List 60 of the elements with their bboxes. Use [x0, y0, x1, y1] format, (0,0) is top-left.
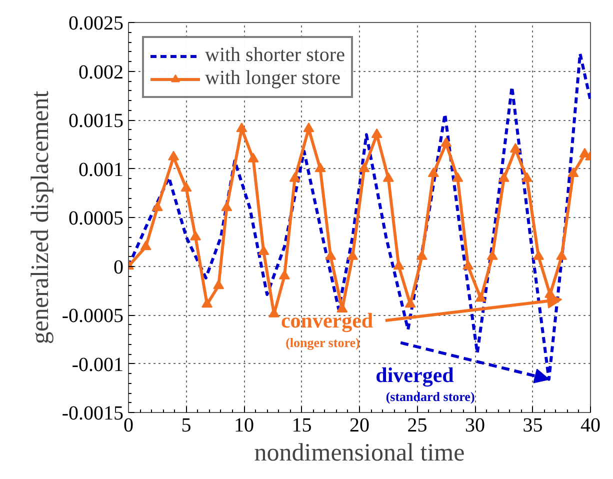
- annotation: (longer store): [286, 335, 360, 350]
- point: [258, 245, 270, 256]
- point: [248, 152, 259, 162]
- point: [533, 250, 544, 260]
- point: [314, 162, 326, 172]
- y-tick-label: 0.002: [78, 61, 124, 84]
- point: [568, 167, 579, 178]
- y-tick-label: -0.0005: [62, 305, 124, 327]
- point: [303, 122, 314, 132]
- x-tick-label: 15: [292, 414, 312, 436]
- y-tick-label: 0: [114, 256, 124, 278]
- point: [371, 128, 382, 138]
- point: [325, 250, 336, 260]
- point: [140, 240, 152, 250]
- point: [428, 167, 439, 178]
- y-tick-label: 0.0025: [68, 12, 124, 34]
- y-tick-label: 0.001: [78, 158, 124, 181]
- x-tick-label: 20: [350, 414, 370, 436]
- x-tick-label: 30: [465, 414, 485, 436]
- y-tick-label: -0.0015: [62, 402, 124, 424]
- x-tick-label: 25: [407, 414, 428, 436]
- x-tick-label: 5: [181, 414, 192, 436]
- y-axis-title: generalized displacement: [26, 90, 54, 344]
- point: [452, 172, 464, 182]
- annotation: diverged: [376, 363, 454, 388]
- x-tick-label: 35: [522, 414, 543, 436]
- point: [347, 250, 358, 260]
- point: [462, 260, 474, 270]
- x-axis-title: nondimensional time: [254, 440, 465, 466]
- point: [393, 260, 404, 270]
- point: [416, 250, 428, 260]
- annotation: (standard store): [386, 388, 475, 404]
- point: [498, 172, 510, 182]
- point: [475, 292, 486, 302]
- point: [221, 201, 232, 212]
- annotation: converged: [280, 308, 374, 333]
- point: [168, 150, 180, 160]
- y-tick-label: 0.0015: [68, 110, 124, 132]
- point: [213, 279, 224, 290]
- x-tick-label: 10: [234, 414, 254, 436]
- point: [358, 162, 370, 172]
- point: [190, 230, 201, 240]
- point: [404, 298, 416, 308]
- point: [521, 172, 532, 182]
- point: [202, 298, 213, 308]
- point: [440, 137, 452, 147]
- point: [180, 182, 192, 192]
- legend-label: with shorter store: [205, 44, 345, 67]
- point: [510, 142, 521, 153]
- point: [278, 270, 290, 280]
- point: [152, 201, 163, 212]
- legend-label: with longer store: [205, 67, 341, 90]
- x-tick-label: 40: [580, 414, 600, 436]
- point: [486, 250, 498, 260]
- point: [289, 172, 300, 182]
- y-tick-label: -0.001: [72, 354, 124, 376]
- point: [382, 172, 394, 182]
- point: [556, 250, 568, 260]
- y-tick-label: 0.0005: [68, 208, 124, 230]
- point: [236, 122, 248, 132]
